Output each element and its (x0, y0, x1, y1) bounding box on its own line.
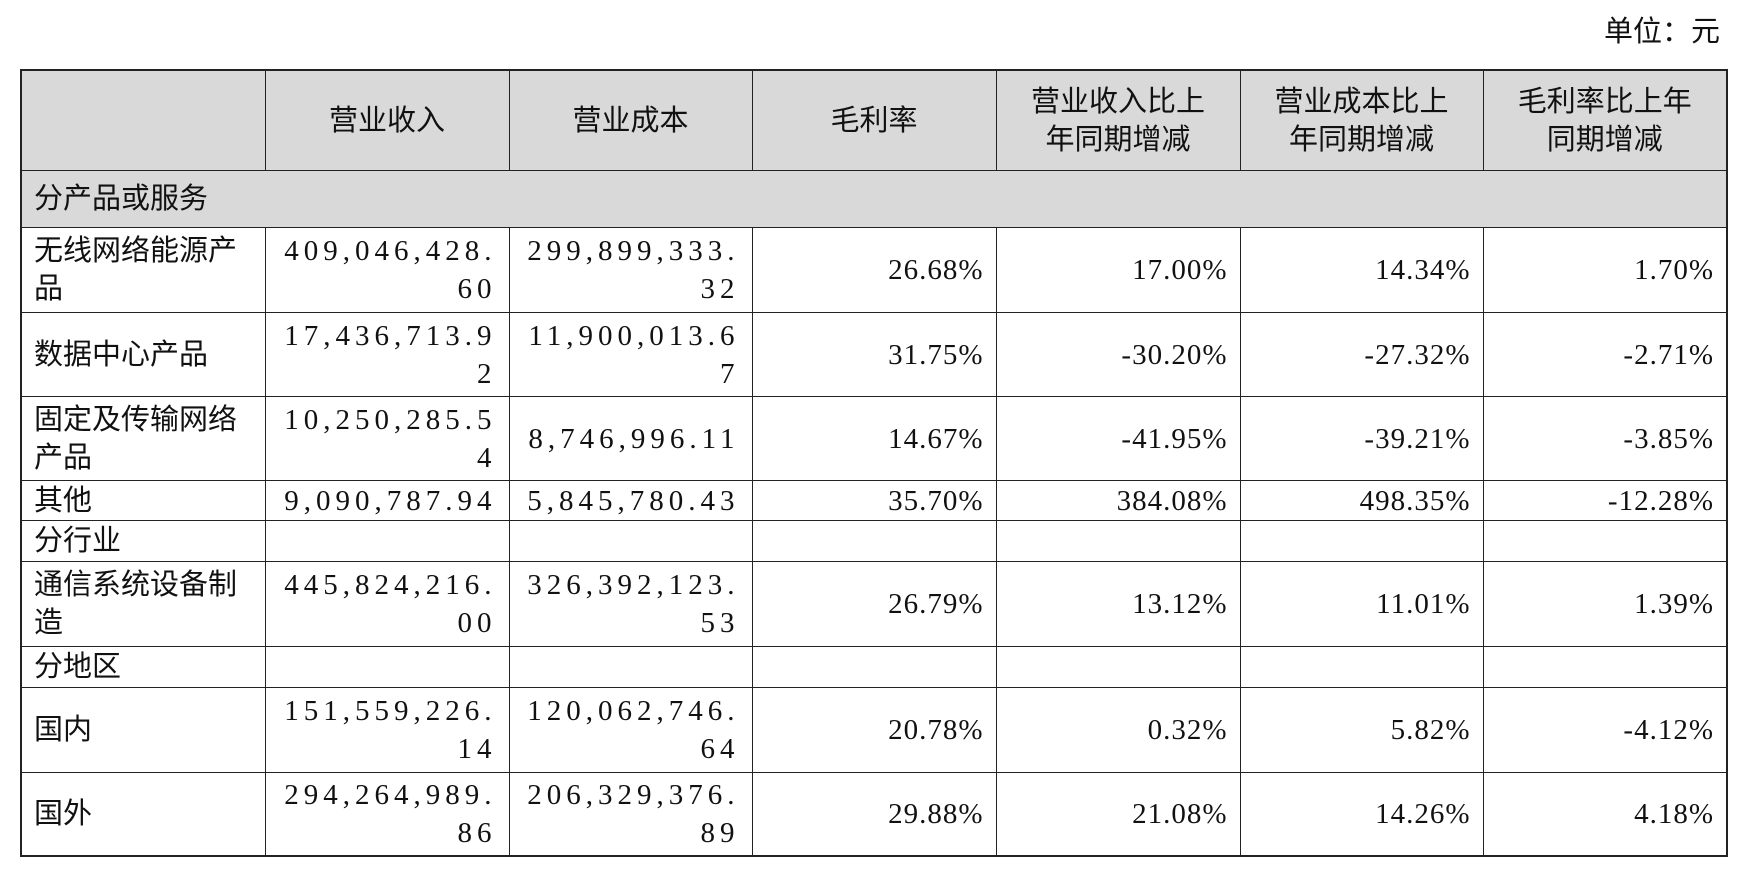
empty-cell (264, 520, 510, 562)
value-cell: -39.21% (1239, 396, 1484, 481)
value-cell: 384.08% (995, 480, 1241, 521)
row-label: 固定及传输网络产品 (20, 396, 266, 481)
empty-cell (264, 646, 510, 688)
header-cell: 营业成本 (508, 69, 753, 171)
header-cell: 毛利率 (751, 69, 997, 171)
empty-cell (751, 646, 997, 688)
empty-cell (508, 646, 753, 688)
value-cell: -2.71% (1482, 312, 1728, 397)
value-cell: 1.39% (1482, 561, 1728, 647)
value-cell: 13.12% (995, 561, 1241, 647)
value-cell: 4.18% (1482, 772, 1728, 857)
value-cell: 31.75% (751, 312, 997, 397)
section-label: 分产品或服务 (20, 170, 1728, 228)
row-label: 无线网络能源产品 (20, 227, 266, 313)
data-row: 国内 151,559,226.14 120,062,746.64 20.78% 0.32… (20, 687, 1728, 773)
data-row: 无线网络能源产品 409,046,428.60 299,899,333.32 26.6… (20, 227, 1728, 313)
value-cell: 206,329,376.89 (508, 772, 753, 857)
value-cell: 0.32% (995, 687, 1241, 773)
value-cell: 9,090,787.94 (264, 480, 510, 521)
value-cell: 1.70% (1482, 227, 1728, 313)
empty-cell (1239, 520, 1484, 562)
value-cell: 14.34% (1239, 227, 1484, 313)
row-label: 国外 (20, 772, 266, 857)
value-cell: 326,392,123.53 (508, 561, 753, 647)
data-row: 固定及传输网络产品 10,250,285.54 8,746,996.11 14.67%… (20, 396, 1728, 481)
header-cell: 营业收入比上年同期增减 (995, 69, 1241, 171)
header-cell: 毛利率比上年同期增减 (1482, 69, 1728, 171)
value-cell: 445,824,216.00 (264, 561, 510, 647)
value-cell: 498.35% (1239, 480, 1484, 521)
value-cell: -30.20% (995, 312, 1241, 397)
value-cell: 21.08% (995, 772, 1241, 857)
empty-cell (1239, 646, 1484, 688)
row-label: 数据中心产品 (20, 312, 266, 397)
value-cell: 17.00% (995, 227, 1241, 313)
data-row: 通信系统设备制造 445,824,216.00 326,392,123.53 26.7… (20, 561, 1728, 647)
value-cell: -12.28% (1482, 480, 1728, 521)
empty-cell (1482, 646, 1728, 688)
value-cell: 8,746,996.11 (508, 396, 753, 481)
section-row: 分行业 (20, 520, 1728, 562)
value-cell: 409,046,428.60 (264, 227, 510, 313)
row-label: 其他 (20, 480, 266, 521)
value-cell: 26.79% (751, 561, 997, 647)
section-label: 分地区 (20, 646, 266, 688)
value-cell: 20.78% (751, 687, 997, 773)
value-cell: 35.70% (751, 480, 997, 521)
value-cell: 11.01% (1239, 561, 1484, 647)
value-cell: 5,845,780.43 (508, 480, 753, 521)
header-cell: 营业成本比上年同期增减 (1239, 69, 1484, 171)
unit-note: 单位：元 (1603, 16, 1720, 48)
value-cell: 14.26% (1239, 772, 1484, 857)
value-cell: 29.88% (751, 772, 997, 857)
empty-cell (1482, 520, 1728, 562)
value-cell: 10,250,285.54 (264, 396, 510, 481)
value-cell: 299,899,333.32 (508, 227, 753, 313)
value-cell: 5.82% (1239, 687, 1484, 773)
data-row: 国外 294,264,989.86 206,329,376.89 29.88% 21.0… (20, 772, 1728, 857)
row-label: 通信系统设备制造 (20, 561, 266, 647)
value-cell: -27.32% (1239, 312, 1484, 397)
section-label: 分行业 (20, 520, 266, 562)
value-cell: 14.67% (751, 396, 997, 481)
empty-cell (995, 646, 1241, 688)
value-cell: -4.12% (1482, 687, 1728, 773)
empty-cell (508, 520, 753, 562)
financial-table: 营业收入 营业成本 毛利率 营业收入比上年同期增减 营业成本比上年同期增减 毛利率比上年同… (20, 69, 1728, 857)
header-cell (20, 69, 266, 171)
header-row: 营业收入 营业成本 毛利率 营业收入比上年同期增减 营业成本比上年同期增减 毛利率比上年同… (20, 69, 1728, 171)
section-row: 分地区 (20, 646, 1728, 688)
row-label: 国内 (20, 687, 266, 773)
value-cell: 151,559,226.14 (264, 687, 510, 773)
value-cell: 120,062,746.64 (508, 687, 753, 773)
value-cell: 26.68% (751, 227, 997, 313)
empty-cell (751, 520, 997, 562)
value-cell: 11,900,013.67 (508, 312, 753, 397)
section-row: 分产品或服务 (20, 170, 1728, 228)
value-cell: 294,264,989.86 (264, 772, 510, 857)
data-row: 其他 9,090,787.94 5,845,780.43 35.70% 384.08% 4… (20, 480, 1728, 521)
empty-cell (995, 520, 1241, 562)
data-row: 数据中心产品 17,436,713.92 11,900,013.67 31.75% -3… (20, 312, 1728, 397)
value-cell: 17,436,713.92 (264, 312, 510, 397)
value-cell: -41.95% (995, 396, 1241, 481)
header-cell: 营业收入 (264, 69, 510, 171)
value-cell: -3.85% (1482, 396, 1728, 481)
